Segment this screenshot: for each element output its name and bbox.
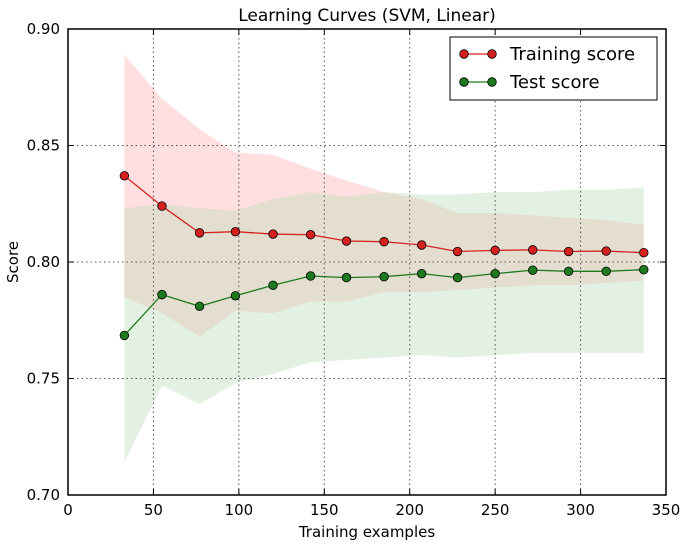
axis-ticks: 0 50 100 150 200 250 300 350 0.70 0.75 0.80 0.85 0.9…: [27, 20, 681, 519]
x-tick-label: 50: [144, 501, 163, 519]
legend-marker-series-1: [487, 49, 497, 59]
x-tick-label: 100: [225, 501, 254, 519]
point-series-2: [119, 330, 130, 341]
x-tick-label: 200: [395, 501, 424, 519]
series-points: [119, 171, 649, 341]
point-series-1: [230, 227, 241, 237]
point-series-1: [341, 236, 352, 246]
point-series-1: [639, 247, 649, 258]
legend-label-series-1: Training score: [509, 44, 635, 65]
y-tick-label: 0.75: [27, 370, 60, 388]
x-tick-label: 350: [652, 501, 681, 519]
point-series-2: [268, 280, 278, 291]
point-series-2: [528, 265, 538, 275]
legend-box: [449, 36, 658, 101]
point-series-1: [379, 237, 389, 247]
x-tick-label: 250: [481, 501, 510, 519]
chart-title: Learning Curves (SVM, Linear): [238, 6, 496, 26]
point-series-1: [452, 246, 463, 257]
point-series-2: [601, 266, 611, 277]
legend-marker-series-1: [459, 49, 469, 59]
grid-lines: [68, 29, 666, 495]
point-series-1: [305, 230, 316, 240]
point-series-2: [305, 271, 316, 281]
x-tick-label: 0: [63, 501, 73, 519]
point-series-2: [230, 291, 241, 301]
point-series-1: [416, 240, 427, 250]
legend-label-series-2: Test score: [509, 72, 600, 93]
point-series-1: [528, 245, 538, 255]
point-series-1: [490, 245, 500, 256]
score-bands: [124, 54, 644, 463]
point-series-2: [157, 289, 167, 300]
point-series-2: [341, 272, 352, 283]
point-series-1: [268, 229, 278, 239]
x-axis-title: Training examples: [298, 523, 436, 541]
legend-marker-series-2: [487, 77, 497, 87]
band-series-1: [124, 54, 644, 337]
point-series-2: [639, 264, 649, 275]
y-tick-label: 0.85: [27, 137, 60, 155]
point-series-2: [416, 268, 427, 279]
point-series-2: [490, 268, 500, 279]
point-series-2: [563, 266, 574, 277]
x-tick-label: 150: [310, 501, 339, 519]
point-series-2: [452, 272, 463, 283]
y-axis-title: Score: [4, 241, 22, 283]
y-tick-label: 0.90: [27, 20, 60, 38]
point-series-1: [601, 246, 611, 256]
band-series-2: [124, 187, 644, 463]
point-series-1: [157, 201, 167, 211]
point-series-1: [119, 171, 130, 181]
point-series-2: [379, 271, 389, 282]
legend: Training score Test score: [449, 36, 658, 101]
point-series-1: [194, 228, 205, 238]
y-tick-label: 0.80: [27, 253, 60, 271]
legend-marker-series-2: [459, 77, 469, 87]
point-series-1: [563, 246, 574, 257]
point-series-2: [194, 301, 205, 311]
y-tick-label: 0.70: [27, 486, 60, 504]
x-tick-label: 300: [566, 501, 595, 519]
